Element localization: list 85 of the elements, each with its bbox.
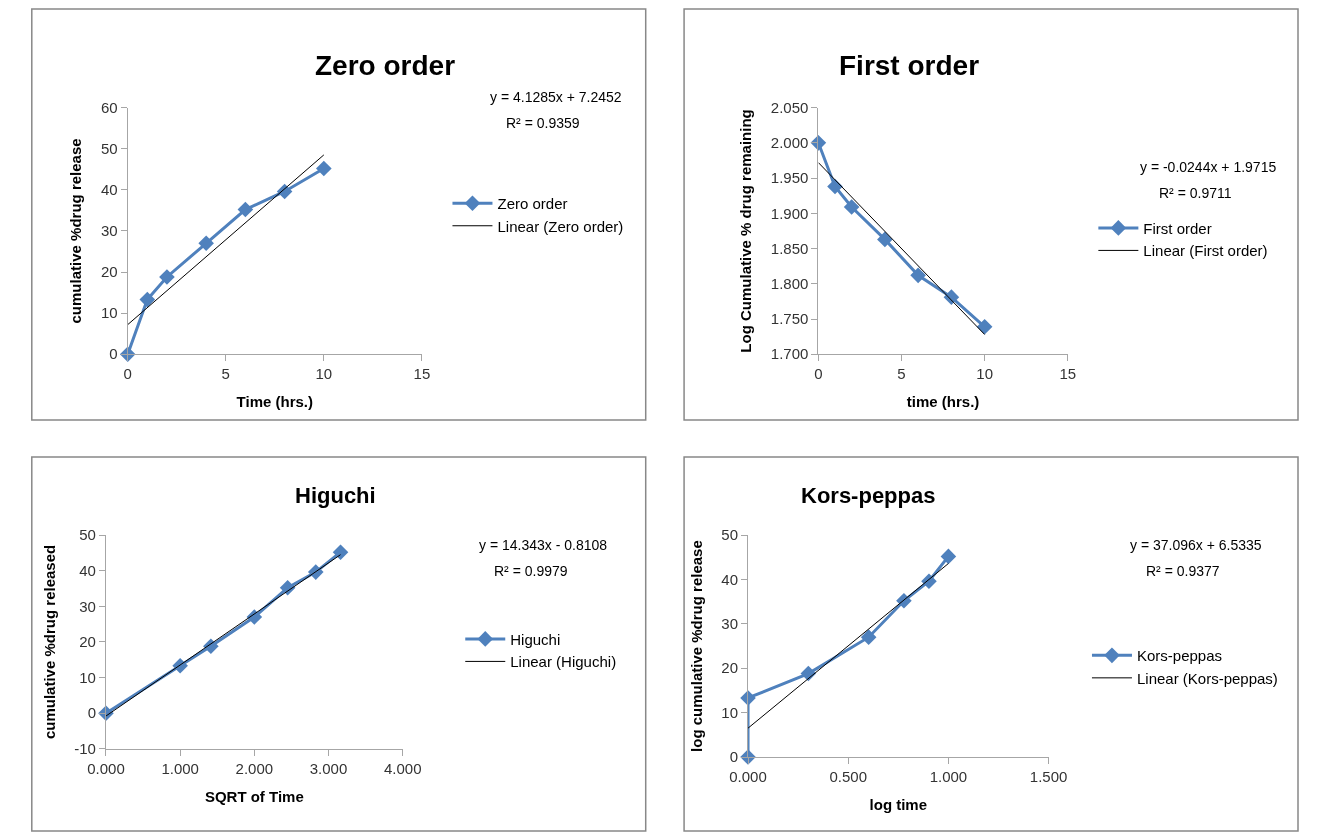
y-tick-label: 30 [101,222,118,240]
y-axis-title: cumulative %drug released [40,544,58,740]
legend-label: Zero order [497,195,568,213]
point [827,178,843,195]
x-tick-label: 1.500 [1029,768,1068,786]
y-axis-title: Log Cumulative % drug remaining [737,109,755,353]
y-tick-label: 1.900 [770,204,809,222]
y-tick-label: 1.950 [770,169,809,187]
y-tick-label: 20 [79,633,96,651]
y-tick-label: 60 [101,98,118,116]
y-tick-label: 30 [721,615,739,633]
y-tick-label: 1.850 [770,239,809,257]
x-tick-label: 0.500 [829,768,867,786]
text: y = 37.096x + 6.5335 [1130,537,1262,553]
text: R² = 0.9359 [506,115,580,131]
legend-label: Higuchi [510,630,561,648]
text: R² = 0.9711 [1159,185,1232,201]
legend-label: Linear (Higuchi) [510,653,617,671]
point [332,544,349,560]
y-tick-label: 50 [101,139,118,157]
legend-label: First order [1143,219,1212,237]
chart-title: Higuchi [295,483,376,508]
y-tick-label: 1.750 [770,310,809,328]
y-tick-label: 2.050 [770,98,809,116]
point [940,548,957,565]
x-axis-title: Time (hrs.) [236,393,314,411]
text: R² = 0.9979 [494,563,568,579]
x-tick-label: 0 [814,365,823,383]
x-tick-label: 4.000 [383,759,422,777]
y-tick-label: 10 [721,703,739,721]
y-tick-label: 50 [79,526,96,544]
y-tick-label: 0 [87,704,96,722]
y-tick-label: 1.800 [770,275,809,293]
point [198,235,214,252]
text: R² = 0.9377 [1146,563,1220,579]
x-tick-label: 15 [413,365,431,383]
y-tick-label: 10 [101,304,118,322]
x-tick-label: 5 [897,365,906,383]
y-tick-label: 0 [109,345,118,363]
chart-title: Zero order [315,50,456,81]
x-axis-title: time (hrs.) [906,393,980,411]
x-tick-label: 1.000 [929,768,968,786]
x-tick-label: 5 [221,365,230,383]
legend-label: Linear (First order) [1143,242,1268,260]
y-tick-label: 20 [721,659,739,677]
y-axis-title: cumulative %drug release [67,138,85,324]
x-axis-title: SQRT of Time [204,787,304,805]
chart-title: First order [839,50,980,81]
point [139,291,156,308]
y-tick-label: 40 [721,570,739,588]
point [316,160,332,177]
y-tick-label: 30 [79,597,96,615]
point [159,269,175,285]
x-tick-label: 1.000 [161,759,199,777]
x-tick-label: 0.000 [729,768,767,786]
y-tick-label: -10 [74,740,96,758]
point [237,201,254,218]
x-tick-label: 2.000 [235,759,274,777]
legend-label: Kors-peppas [1136,647,1223,665]
legend-label: Linear (Kors-peppas) [1136,669,1278,687]
point [910,267,926,284]
legend-label: Linear (Zero order) [497,217,624,235]
y-tick-label: 40 [101,181,118,199]
y-axis-title: log cumulative %drug release [687,540,705,752]
x-tick-label: 0 [123,365,132,383]
text: y = 14.343x - 0.8108 [479,537,608,553]
x-tick-label: 10 [976,365,993,383]
y-tick-label: 10 [79,668,96,686]
x-tick-label: 10 [315,365,333,383]
point [843,199,860,215]
y-tick-label: 0 [729,748,739,766]
x-tick-label: 15 [1059,365,1077,383]
y-tick-label: 2.000 [770,134,809,152]
x-tick-label: 0.000 [87,759,125,777]
y-tick-label: 40 [79,561,96,579]
y-tick-label: 20 [101,263,118,281]
text: y = -0.0244x + 1.9715 [1140,159,1277,175]
point [860,629,877,645]
y-tick-label: 50 [721,526,739,544]
y-tick-label: 1.700 [770,345,809,363]
x-tick-label: 3.000 [309,759,348,777]
point [877,231,893,248]
chart-title: Kors-peppas [801,483,936,508]
text: y = 4.1285x + 7.2452 [490,89,622,105]
x-axis-title: log time [869,796,928,814]
